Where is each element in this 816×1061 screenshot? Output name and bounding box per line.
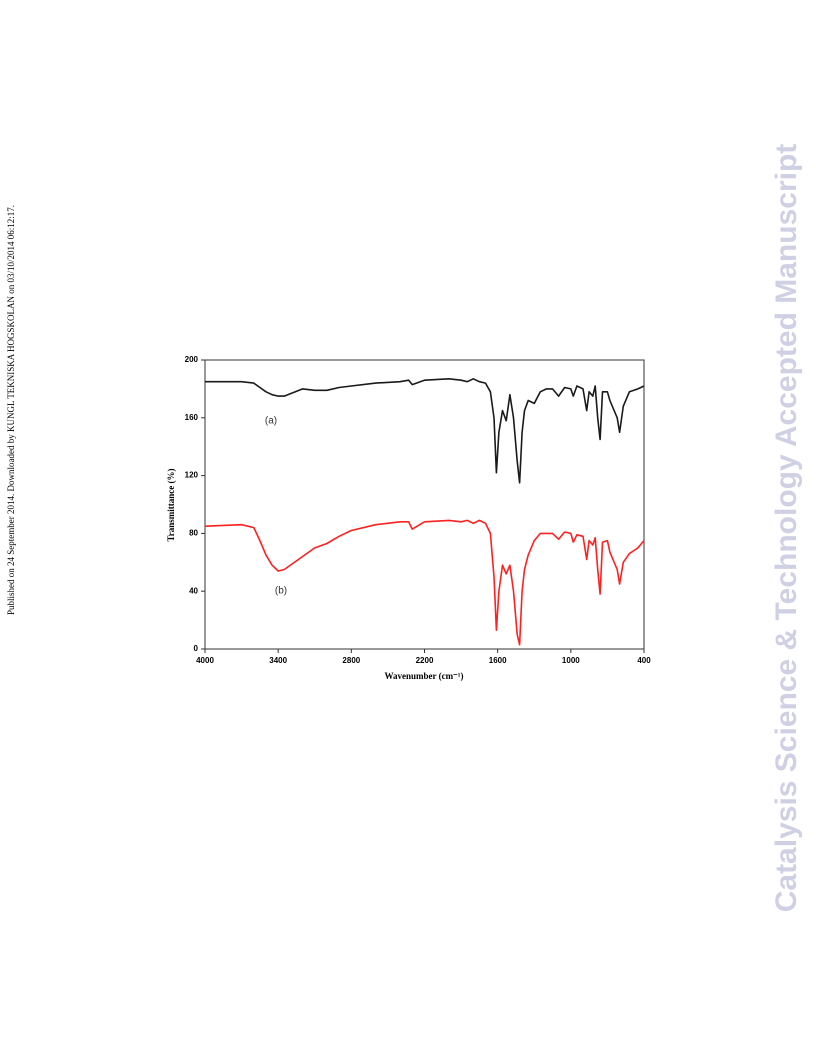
- x-tick-label: 1600: [489, 656, 507, 665]
- series-label: (a): [265, 416, 277, 427]
- y-tick-label: 80: [189, 529, 198, 538]
- x-tick-label: 2800: [342, 656, 360, 665]
- x-tick-label: 4000: [196, 656, 214, 665]
- x-tick-label: 1000: [562, 656, 580, 665]
- y-tick-label: 200: [185, 355, 199, 364]
- series-label: (b): [275, 586, 287, 597]
- spectrum-line: [205, 378, 645, 484]
- plot-frame: [204, 359, 645, 650]
- y-tick-label: 160: [185, 413, 199, 422]
- y-axis-label: Transmittance (%): [166, 468, 176, 541]
- spectrum-line: [204, 519, 645, 646]
- x-tick-label: 2200: [416, 656, 434, 665]
- x-tick-label: 3400: [269, 656, 287, 665]
- y-tick-label: 120: [185, 471, 199, 480]
- y-tick-label: 40: [189, 586, 198, 595]
- watermark: Catalysis Science & Technology Accepted …: [770, 144, 803, 913]
- x-axis-label: Wavenumber (cm⁻¹): [384, 671, 463, 681]
- side-note: Published on 24 September 2014. Download…: [6, 205, 16, 615]
- y-tick-label: 0: [194, 644, 199, 653]
- x-tick-label: 400: [637, 656, 651, 665]
